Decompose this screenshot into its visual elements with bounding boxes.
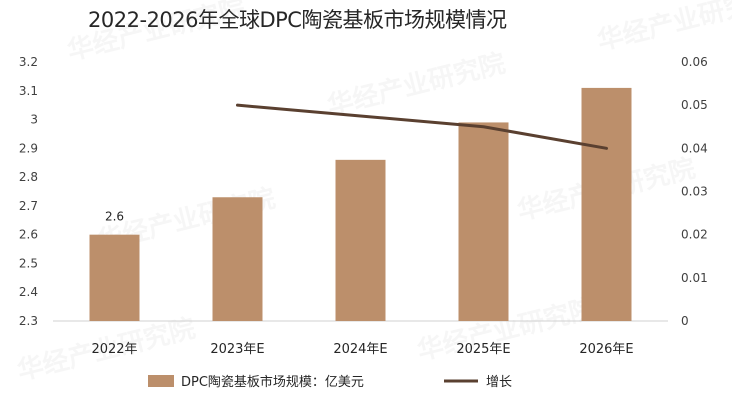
category-label: 2026年E [579,342,633,357]
right-axis-tick-label: 0.03 [681,185,708,199]
left-axis-tick-label: 2.9 [19,141,38,155]
right-axis-tick-label: 0.01 [681,271,708,285]
left-axis-tick-label: 3 [30,113,38,127]
left-axis-tick-label: 2.3 [19,314,38,328]
left-axis-tick-label: 3.2 [19,55,38,69]
data-label: 2.6 [105,210,124,224]
legend-label: 增长 [486,375,512,390]
legend-label: DPC陶瓷基板市场规模：亿美元 [181,374,364,390]
bar [581,87,632,322]
right-axis-tick-label: 0.06 [681,55,708,69]
category-label: 2025年E [456,342,510,357]
category-label: 2023年E [210,342,264,357]
bar [335,159,386,321]
bar [212,197,263,321]
left-axis-tick-label: 2.4 [19,285,38,299]
right-axis-tick-label: 0.04 [681,141,708,155]
right-axis-tick-label: 0.02 [681,228,708,242]
bar [458,122,509,321]
left-axis-tick-label: 2.7 [19,199,38,213]
left-axis-tick-label: 3.1 [19,84,38,98]
left-axis-tick-label: 2.8 [19,170,38,184]
chart-title: 2022-2026年全球DPC陶瓷基板市场规模情况 [88,8,507,32]
bar [89,234,140,321]
left-axis-tick-label: 2.5 [19,256,38,270]
category-label: 2022年 [91,342,137,357]
right-axis-tick-label: 0.05 [681,98,708,112]
left-axis-tick-label: 2.6 [19,228,38,242]
watermark-text: 华经产业研究院 [594,0,732,57]
legend-swatch-bar [148,375,174,387]
watermark-text: 华经产业研究院 [64,0,248,67]
growth-line [236,103,608,150]
right-axis-tick-label: 0 [681,314,689,328]
category-label: 2024年E [333,342,387,357]
watermark-text: 华经产业研究院 [324,48,508,122]
